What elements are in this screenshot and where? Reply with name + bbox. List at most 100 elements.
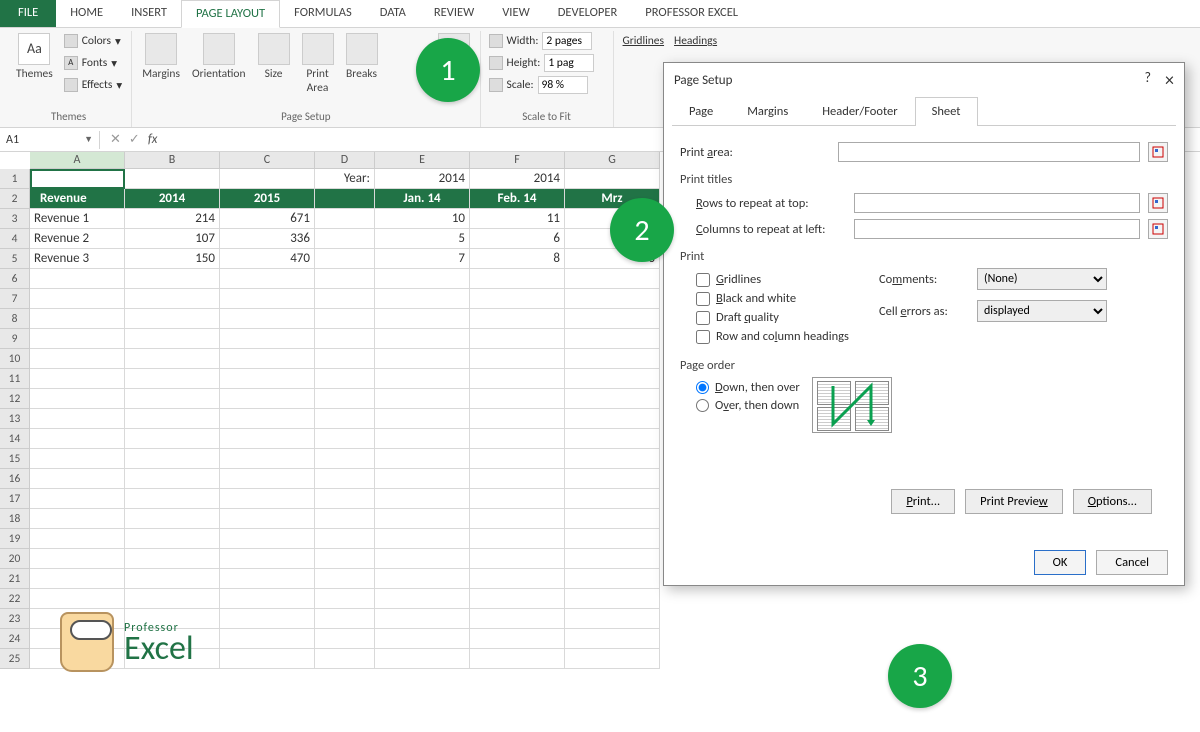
orientation-button[interactable]: Orientation: [188, 31, 250, 83]
row-header-20[interactable]: 20: [0, 549, 30, 569]
cell-d18[interactable]: [315, 509, 375, 529]
dialog-tab-sheet[interactable]: Sheet: [915, 97, 978, 126]
cell-e18[interactable]: [375, 509, 470, 529]
col-header-a[interactable]: A: [30, 152, 125, 169]
cell-f23[interactable]: [470, 609, 565, 629]
cell-d11[interactable]: [315, 369, 375, 389]
cell-e19[interactable]: [375, 529, 470, 549]
row-header-13[interactable]: 13: [0, 409, 30, 429]
cell-c11[interactable]: [220, 369, 315, 389]
cell-e23[interactable]: [375, 609, 470, 629]
breaks-button[interactable]: Breaks: [342, 31, 382, 83]
row-header-16[interactable]: 16: [0, 469, 30, 489]
row-header-11[interactable]: 11: [0, 369, 30, 389]
tab-professor-excel[interactable]: PROFESSOR EXCEL: [631, 0, 752, 27]
row-header-25[interactable]: 25: [0, 649, 30, 669]
cell-g22[interactable]: [565, 589, 660, 609]
cell-e2[interactable]: Jan. 14: [375, 189, 470, 209]
cell-c16[interactable]: [220, 469, 315, 489]
cell-d20[interactable]: [315, 549, 375, 569]
cell-g6[interactable]: [565, 269, 660, 289]
cell-g7[interactable]: [565, 289, 660, 309]
colors-button[interactable]: Colors▾: [61, 31, 125, 51]
cell-f9[interactable]: [470, 329, 565, 349]
cell-f17[interactable]: [470, 489, 565, 509]
row-header-19[interactable]: 19: [0, 529, 30, 549]
cell-e3[interactable]: 10: [375, 209, 470, 229]
ok-button[interactable]: OK: [1034, 550, 1087, 575]
print-preview-button[interactable]: Print Preview: [965, 489, 1063, 514]
cell-g14[interactable]: [565, 429, 660, 449]
cell-f11[interactable]: [470, 369, 565, 389]
cell-d6[interactable]: [315, 269, 375, 289]
cell-b21[interactable]: [125, 569, 220, 589]
cell-d15[interactable]: [315, 449, 375, 469]
col-header-b[interactable]: B: [125, 152, 220, 169]
cell-b15[interactable]: [125, 449, 220, 469]
cell-a6[interactable]: [30, 269, 125, 289]
cell-f1[interactable]: 2014: [470, 169, 565, 189]
cell-e21[interactable]: [375, 569, 470, 589]
cell-a3[interactable]: Revenue 1: [30, 209, 125, 229]
print-area-input[interactable]: [838, 142, 1140, 162]
cell-a18[interactable]: [30, 509, 125, 529]
cell-a4[interactable]: Revenue 2: [30, 229, 125, 249]
cell-f24[interactable]: [470, 629, 565, 649]
row-header-3[interactable]: 3: [0, 209, 30, 229]
cell-e15[interactable]: [375, 449, 470, 469]
cell-e8[interactable]: [375, 309, 470, 329]
col-header-f[interactable]: F: [470, 152, 565, 169]
cols-repeat-range-button[interactable]: [1148, 219, 1168, 239]
cell-g19[interactable]: [565, 529, 660, 549]
cell-e13[interactable]: [375, 409, 470, 429]
height-input[interactable]: [544, 54, 594, 72]
cell-e6[interactable]: [375, 269, 470, 289]
cell-d24[interactable]: [315, 629, 375, 649]
cell-g8[interactable]: [565, 309, 660, 329]
cell-a19[interactable]: [30, 529, 125, 549]
cell-f14[interactable]: [470, 429, 565, 449]
draft-checkbox[interactable]: [696, 311, 710, 325]
cell-b9[interactable]: [125, 329, 220, 349]
col-header-c[interactable]: C: [220, 152, 315, 169]
cell-g1[interactable]: [565, 169, 660, 189]
cell-e5[interactable]: 7: [375, 249, 470, 269]
cell-g17[interactable]: [565, 489, 660, 509]
cell-e10[interactable]: [375, 349, 470, 369]
close-button[interactable]: ×: [1165, 69, 1174, 91]
cell-g20[interactable]: [565, 549, 660, 569]
dropdown-icon[interactable]: ▼: [84, 134, 93, 145]
cell-c4[interactable]: 336: [220, 229, 315, 249]
cell-c24[interactable]: [220, 629, 315, 649]
cell-b1[interactable]: [125, 169, 220, 189]
cell-e25[interactable]: [375, 649, 470, 669]
cell-c7[interactable]: [220, 289, 315, 309]
cell-c23[interactable]: [220, 609, 315, 629]
tab-developer[interactable]: DEVELOPER: [544, 0, 632, 27]
fonts-button[interactable]: AFonts▾: [61, 53, 125, 73]
cell-b17[interactable]: [125, 489, 220, 509]
cell-d3[interactable]: [315, 209, 375, 229]
print-area-button[interactable]: Print Area: [298, 31, 338, 97]
cell-c22[interactable]: [220, 589, 315, 609]
cell-a10[interactable]: [30, 349, 125, 369]
cell-e17[interactable]: [375, 489, 470, 509]
cell-c13[interactable]: [220, 409, 315, 429]
row-header-5[interactable]: 5: [0, 249, 30, 269]
cell-f21[interactable]: [470, 569, 565, 589]
cell-f7[interactable]: [470, 289, 565, 309]
rowcol-checkbox[interactable]: [696, 330, 710, 344]
cell-f18[interactable]: [470, 509, 565, 529]
cell-a12[interactable]: [30, 389, 125, 409]
cell-c12[interactable]: [220, 389, 315, 409]
cell-b4[interactable]: 107: [125, 229, 220, 249]
effects-button[interactable]: Effects▾: [61, 75, 125, 95]
cell-d5[interactable]: [315, 249, 375, 269]
cell-a15[interactable]: [30, 449, 125, 469]
cell-c2[interactable]: 2015: [220, 189, 315, 209]
cell-c10[interactable]: [220, 349, 315, 369]
cell-d22[interactable]: [315, 589, 375, 609]
cell-f8[interactable]: [470, 309, 565, 329]
cell-a20[interactable]: [30, 549, 125, 569]
cell-c25[interactable]: [220, 649, 315, 669]
